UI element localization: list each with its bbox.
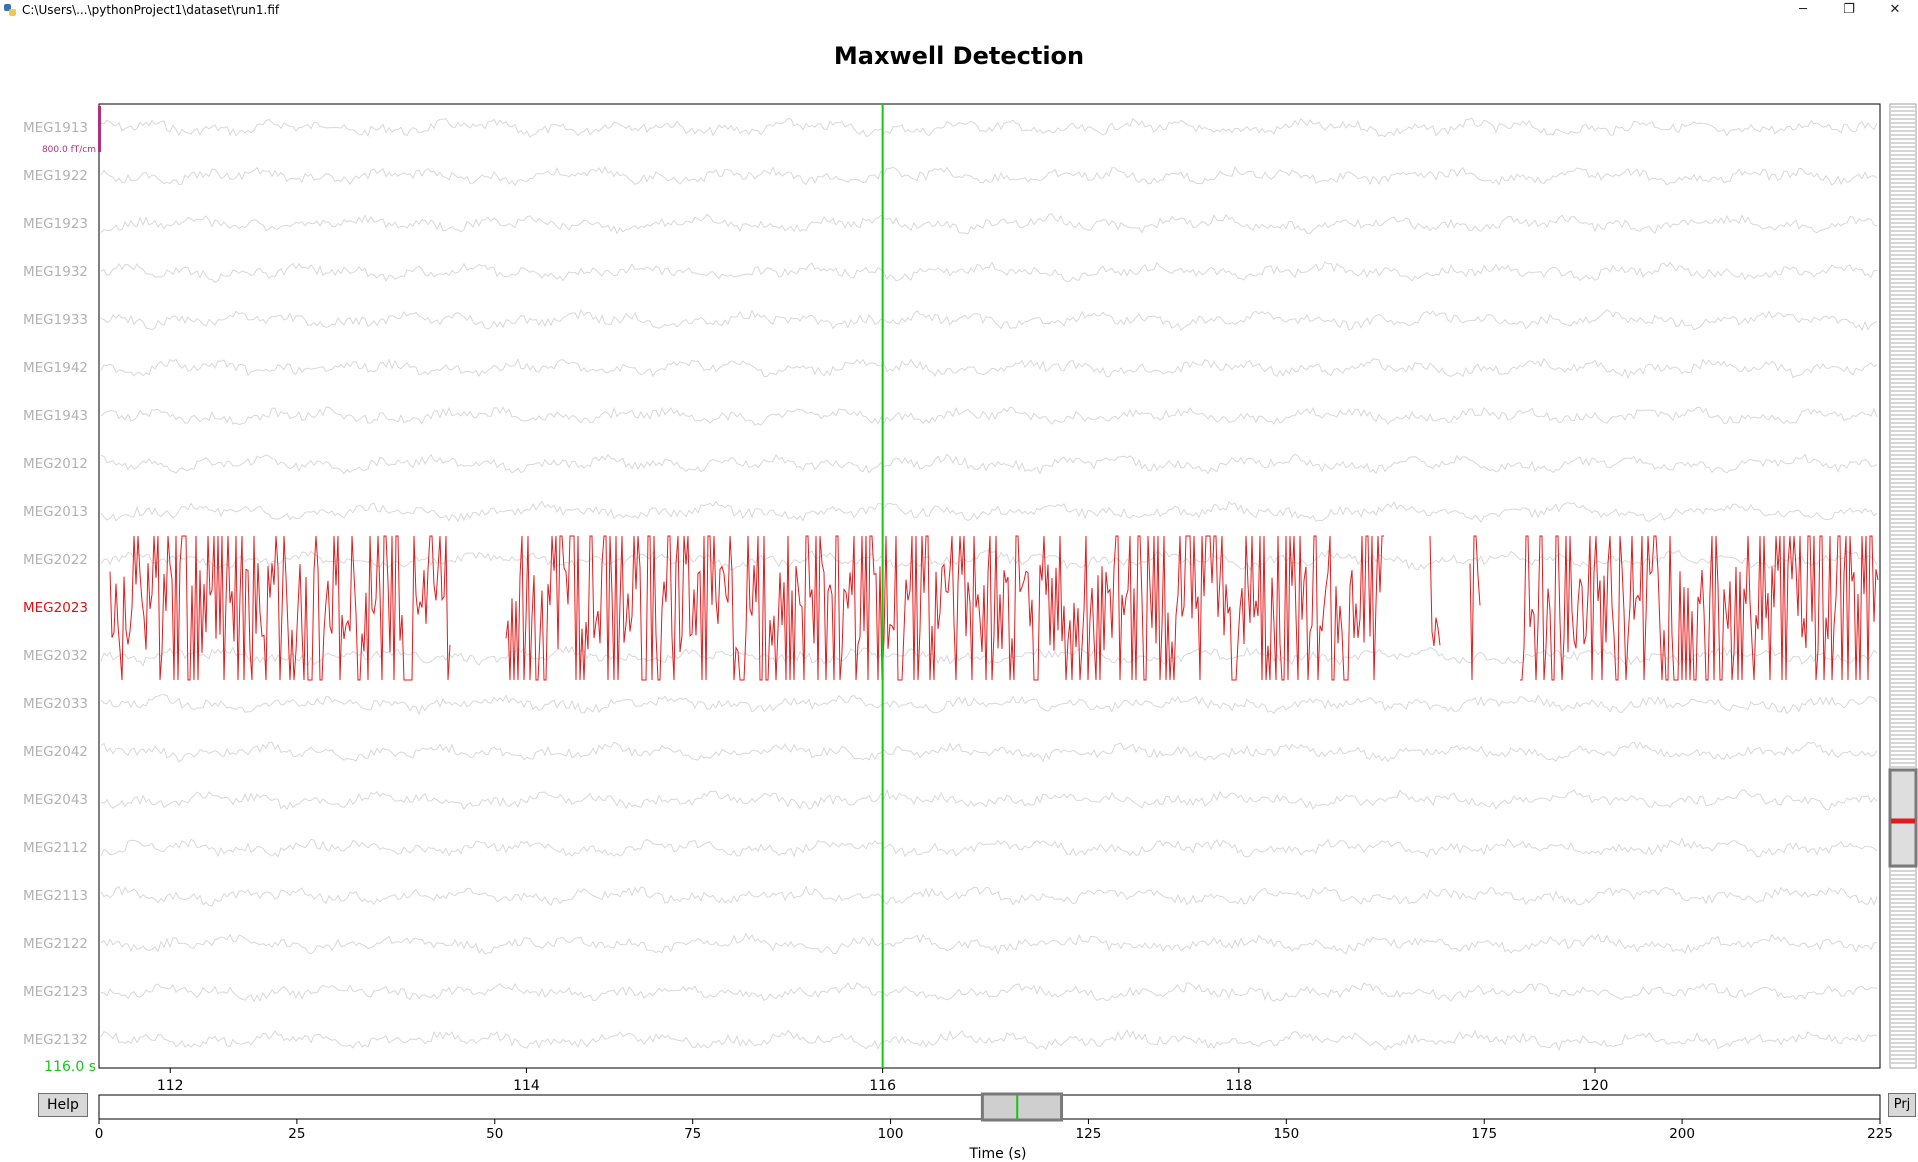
scrollbar-tick-label: 225 xyxy=(1867,1126,1893,1142)
scrollbar-tick-label: 25 xyxy=(288,1126,306,1142)
channel-label[interactable]: MEG2112 xyxy=(23,840,88,856)
scrollbar-tick-label: 100 xyxy=(877,1126,904,1142)
channel-label[interactable]: MEG2123 xyxy=(23,984,88,1000)
bad-channel-trace[interactable] xyxy=(1469,535,1481,681)
channel-label[interactable]: MEG1942 xyxy=(23,360,88,376)
channel-label[interactable]: MEG2122 xyxy=(23,936,88,952)
scrollbar-tick-label: 125 xyxy=(1075,1126,1102,1142)
channel-trace[interactable] xyxy=(100,453,1878,475)
scrollbar-tick-label: 75 xyxy=(684,1126,702,1142)
channel-label[interactable]: MEG2013 xyxy=(23,504,88,520)
scrollbar-tick-label: 200 xyxy=(1669,1126,1695,1142)
channel-trace[interactable] xyxy=(100,213,1878,235)
channel-trace[interactable] xyxy=(100,741,1878,763)
plot-area[interactable] xyxy=(98,103,1881,1069)
bad-channel-traces xyxy=(109,535,1879,681)
bad-channel-trace[interactable] xyxy=(1429,535,1441,646)
channel-trace[interactable] xyxy=(100,645,1878,667)
x-tick-label: 114 xyxy=(513,1078,540,1094)
channel-label[interactable]: MEG2113 xyxy=(23,888,88,904)
x-axis-ticks xyxy=(169,1068,1596,1073)
close-button[interactable]: ✕ xyxy=(1889,2,1901,17)
channel-trace[interactable] xyxy=(100,500,1878,523)
channel-label[interactable]: MEG1932 xyxy=(23,264,88,280)
cursor-time-readout: 116.0 s xyxy=(44,1059,96,1075)
figure-title: Maxwell Detection xyxy=(833,42,1085,70)
x-axis-label-text: Time (s) xyxy=(969,1146,1027,1162)
help-button[interactable]: Help xyxy=(38,1093,88,1117)
x-tick-label: 112 xyxy=(156,1078,184,1094)
channel-label[interactable]: MEG1943 xyxy=(23,408,88,424)
channel-trace[interactable] xyxy=(100,981,1878,1003)
channel-label[interactable]: MEG1913 xyxy=(23,120,88,136)
projectors-button[interactable]: Prj xyxy=(1888,1093,1916,1117)
channel-label[interactable]: MEG1922 xyxy=(23,168,88,184)
channel-trace[interactable] xyxy=(100,117,1878,138)
channel-label[interactable]: MEG2032 xyxy=(23,648,88,664)
channel-label[interactable]: MEG2033 xyxy=(23,696,88,712)
vertical-channel-scrollbar[interactable] xyxy=(1888,103,1918,1069)
window-title: C:\Users\...\pythonProject1\dataset\run1… xyxy=(22,3,280,17)
channel-label[interactable]: MEG2043 xyxy=(23,792,88,808)
scrollbar-tick-label: 175 xyxy=(1471,1126,1498,1142)
scrollbar-tick-label: 50 xyxy=(486,1126,504,1142)
channel-label[interactable]: MEG2042 xyxy=(23,744,88,760)
channel-label[interactable]: MEG1933 xyxy=(23,312,88,328)
time-window-thumb[interactable] xyxy=(980,1092,1064,1122)
channel-trace[interactable] xyxy=(100,788,1878,811)
channel-traces xyxy=(100,117,1878,1052)
restore-button[interactable]: ❐ xyxy=(1843,2,1855,17)
x-tick-label: 120 xyxy=(1581,1078,1609,1094)
channel-label[interactable]: MEG2023 xyxy=(23,600,88,616)
bad-channel-trace[interactable] xyxy=(109,535,451,681)
python-app-icon xyxy=(4,4,16,16)
x-tick-label: 118 xyxy=(1225,1078,1253,1094)
bad-channel-trace[interactable] xyxy=(1520,535,1879,681)
scrollbar-tick-label: 150 xyxy=(1273,1126,1300,1142)
minimize-button[interactable]: ─ xyxy=(1799,2,1807,17)
channel-trace[interactable] xyxy=(100,837,1878,858)
channel-trace[interactable] xyxy=(100,406,1878,426)
scale-bar-label: 800.0 fT/cm xyxy=(42,145,96,155)
channel-label[interactable]: MEG1923 xyxy=(23,216,88,232)
channel-trace[interactable] xyxy=(100,694,1878,716)
channel-trace[interactable] xyxy=(100,261,1878,284)
channel-trace[interactable] xyxy=(100,1029,1878,1052)
horizontal-time-scrollbar[interactable] xyxy=(98,1092,1881,1124)
channel-trace[interactable] xyxy=(100,357,1878,380)
channel-label[interactable]: MEG2132 xyxy=(23,1032,88,1048)
channel-trace[interactable] xyxy=(100,165,1878,187)
channel-trace[interactable] xyxy=(100,308,1878,332)
channel-label[interactable]: MEG2022 xyxy=(23,552,88,568)
x-tick-label: 116 xyxy=(869,1078,896,1094)
window-titlebar: C:\Users\...\pythonProject1\dataset\run1… xyxy=(0,0,1918,22)
bad-channel-trace[interactable] xyxy=(505,535,1384,681)
channel-label[interactable]: MEG2012 xyxy=(23,456,88,472)
vertical-scroll-thumb[interactable] xyxy=(1888,768,1918,868)
channel-trace[interactable] xyxy=(100,932,1878,955)
scrollbar-tick-label: 0 xyxy=(94,1126,104,1142)
channel-trace[interactable] xyxy=(100,885,1878,907)
